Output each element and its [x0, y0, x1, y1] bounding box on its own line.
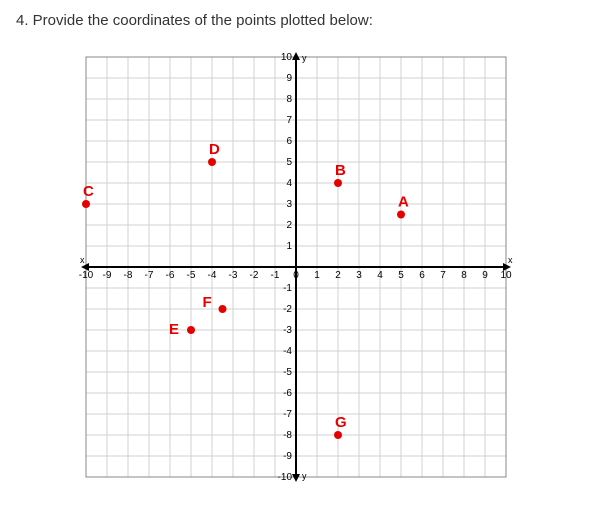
svg-text:4: 4: [286, 178, 292, 189]
point-d: [208, 158, 216, 166]
svg-text:10: 10: [500, 270, 512, 281]
svg-text:y: y: [302, 53, 307, 63]
svg-text:-8: -8: [124, 270, 133, 281]
svg-text:5: 5: [286, 157, 292, 168]
svg-text:-3: -3: [229, 270, 238, 281]
point-g: [334, 431, 342, 439]
svg-text:1: 1: [286, 241, 292, 252]
point-label-f: F: [203, 294, 212, 311]
svg-text:5: 5: [398, 270, 404, 281]
svg-text:x: x: [80, 255, 85, 265]
svg-text:-8: -8: [283, 430, 292, 441]
point-label-e: E: [169, 321, 179, 338]
point-a: [397, 211, 405, 219]
question-text: 4. Provide the coordinates of the points…: [16, 12, 575, 29]
svg-text:-2: -2: [283, 304, 292, 315]
svg-text:3: 3: [356, 270, 362, 281]
point-label-g: G: [335, 414, 347, 431]
coordinate-graph: -10-9-8-7-6-5-4-3-2-1012345678910-10-9-8…: [76, 47, 575, 487]
svg-text:1: 1: [314, 270, 320, 281]
svg-text:2: 2: [335, 270, 341, 281]
svg-text:10: 10: [281, 52, 293, 63]
svg-text:8: 8: [461, 270, 467, 281]
svg-text:-5: -5: [187, 270, 196, 281]
svg-text:0: 0: [293, 270, 299, 281]
point-f: [219, 305, 227, 313]
svg-text:y: y: [302, 471, 307, 481]
svg-text:-4: -4: [208, 270, 217, 281]
svg-text:-2: -2: [250, 270, 259, 281]
svg-text:2: 2: [286, 220, 292, 231]
svg-text:-3: -3: [283, 325, 292, 336]
svg-text:-7: -7: [145, 270, 154, 281]
point-e: [187, 326, 195, 334]
svg-text:-1: -1: [283, 283, 292, 294]
svg-text:6: 6: [419, 270, 425, 281]
svg-text:-9: -9: [283, 451, 292, 462]
svg-text:-10: -10: [79, 270, 94, 281]
svg-text:7: 7: [440, 270, 446, 281]
svg-text:-9: -9: [103, 270, 112, 281]
svg-text:-1: -1: [271, 270, 280, 281]
point-c: [82, 200, 90, 208]
svg-text:3: 3: [286, 199, 292, 210]
svg-text:-5: -5: [283, 367, 292, 378]
svg-text:-4: -4: [283, 346, 292, 357]
svg-text:x: x: [508, 255, 513, 265]
svg-text:-7: -7: [283, 409, 292, 420]
svg-text:8: 8: [286, 94, 292, 105]
svg-text:-6: -6: [166, 270, 175, 281]
svg-text:4: 4: [377, 270, 383, 281]
point-label-a: A: [398, 194, 409, 211]
point-label-d: D: [209, 141, 220, 158]
svg-text:9: 9: [286, 73, 292, 84]
point-b: [334, 179, 342, 187]
point-label-b: B: [335, 162, 346, 179]
svg-text:9: 9: [482, 270, 488, 281]
point-label-c: C: [83, 183, 94, 200]
svg-text:7: 7: [286, 115, 292, 126]
svg-text:-10: -10: [278, 472, 293, 483]
svg-text:6: 6: [286, 136, 292, 147]
svg-text:-6: -6: [283, 388, 292, 399]
